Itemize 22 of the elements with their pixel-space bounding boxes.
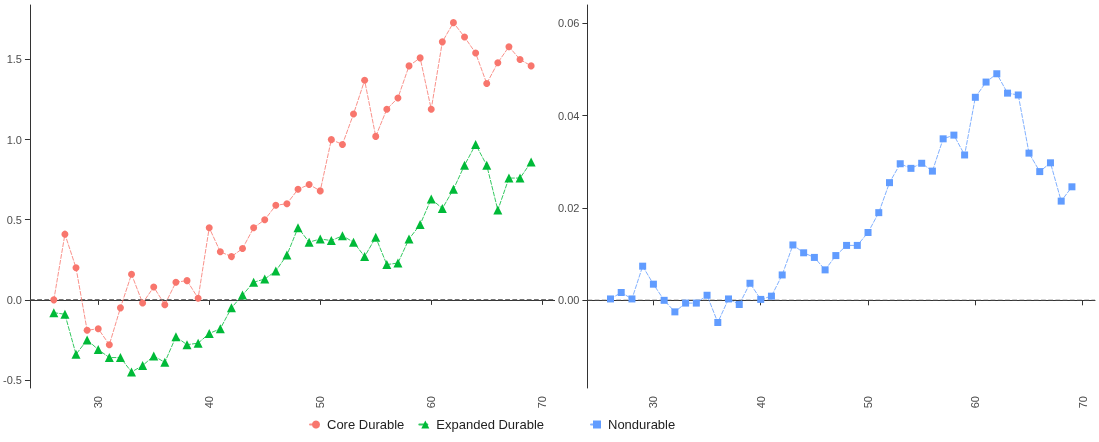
- y-tick-label: 0.0: [6, 293, 22, 306]
- legend-label: Expanded Durable: [436, 417, 545, 432]
- x-tick-label: 30: [92, 396, 105, 409]
- y-tick-label: 1.5: [6, 53, 22, 66]
- x-tick-label: 40: [203, 396, 216, 409]
- y-tick-label: 0.06: [557, 17, 580, 30]
- x-tick-label: 40: [754, 396, 767, 409]
- y-tick-label: 0.04: [557, 109, 580, 122]
- x-tick-label: 70: [1076, 396, 1089, 409]
- y-tick-label: 0.00: [557, 294, 580, 307]
- x-tick-label: 30: [647, 396, 660, 409]
- x-tick-label: 60: [425, 396, 438, 409]
- x-tick-label: 50: [314, 396, 327, 409]
- y-tick-label: 1.0: [6, 133, 22, 146]
- legend-label: Core Durable: [327, 417, 405, 432]
- y-tick-label: 0.02: [557, 202, 580, 215]
- legend-label: Nondurable: [608, 417, 676, 432]
- x-tick-label: 70: [536, 396, 549, 409]
- x-tick-label: 60: [969, 396, 982, 409]
- y-tick-label: -0.5: [2, 373, 22, 386]
- x-tick-label: 50: [862, 396, 875, 409]
- y-tick-label: 0.5: [6, 213, 22, 226]
